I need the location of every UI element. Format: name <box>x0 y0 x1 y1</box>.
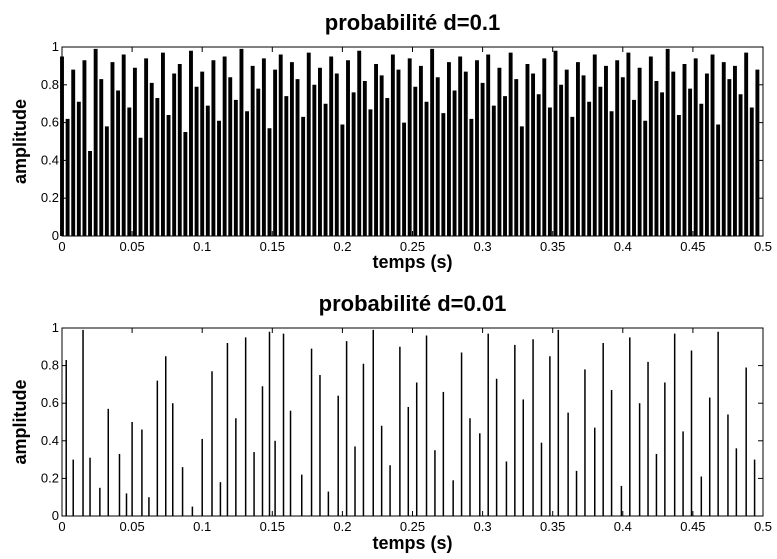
chart-title: probabilité d=0.01 <box>319 291 507 316</box>
x-tick-label: 0.25 <box>400 239 425 254</box>
y-tick-label: 0.6 <box>41 115 59 130</box>
x-tick-label: 0.3 <box>474 239 492 254</box>
x-tick-label: 0 <box>58 239 65 254</box>
x-tick-label: 0.35 <box>540 239 565 254</box>
x-axis-label: temps (s) <box>372 252 452 272</box>
y-tick-label: 0.2 <box>41 190 59 205</box>
x-tick-label: 0.05 <box>119 239 144 254</box>
y-tick-label: 1 <box>52 320 59 335</box>
y-tick-label: 1 <box>52 39 59 54</box>
y-tick-label: 0.6 <box>41 395 59 410</box>
y-tick-label: 0.4 <box>41 433 59 448</box>
axes-box <box>61 327 764 517</box>
y-tick-label: 0 <box>52 508 59 523</box>
x-axis-label: temps (s) <box>372 533 452 553</box>
x-tick-label: 0.3 <box>474 519 492 534</box>
x-tick-label: 0.5 <box>754 519 772 534</box>
x-tick-label: 0.1 <box>193 519 211 534</box>
y-tick-label: 0.8 <box>41 358 59 373</box>
x-tick-label: 0.25 <box>400 519 425 534</box>
y-tick-label: 0.8 <box>41 77 59 92</box>
x-tick-label: 0.2 <box>333 519 351 534</box>
y-axis-label: amplitude <box>10 379 30 464</box>
x-tick-label: 0.15 <box>260 239 285 254</box>
x-tick-label: 0.1 <box>193 239 211 254</box>
x-tick-label: 0.35 <box>540 519 565 534</box>
x-tick-label: 0.5 <box>754 239 772 254</box>
chart-title: probabilité d=0.1 <box>325 10 500 35</box>
x-tick-label: 0.15 <box>260 519 285 534</box>
x-tick-label: 0 <box>58 519 65 534</box>
x-tick-label: 0.4 <box>614 519 632 534</box>
x-tick-label: 0.4 <box>614 239 632 254</box>
y-tick-label: 0 <box>52 228 59 243</box>
x-tick-label: 0.05 <box>119 519 144 534</box>
y-tick-label: 0.4 <box>41 152 59 167</box>
x-tick-label: 0.45 <box>680 239 705 254</box>
y-tick-label: 0.2 <box>41 470 59 485</box>
y-axis-label: amplitude <box>10 99 30 184</box>
x-tick-label: 0.45 <box>680 519 705 534</box>
x-tick-label: 0.2 <box>333 239 351 254</box>
